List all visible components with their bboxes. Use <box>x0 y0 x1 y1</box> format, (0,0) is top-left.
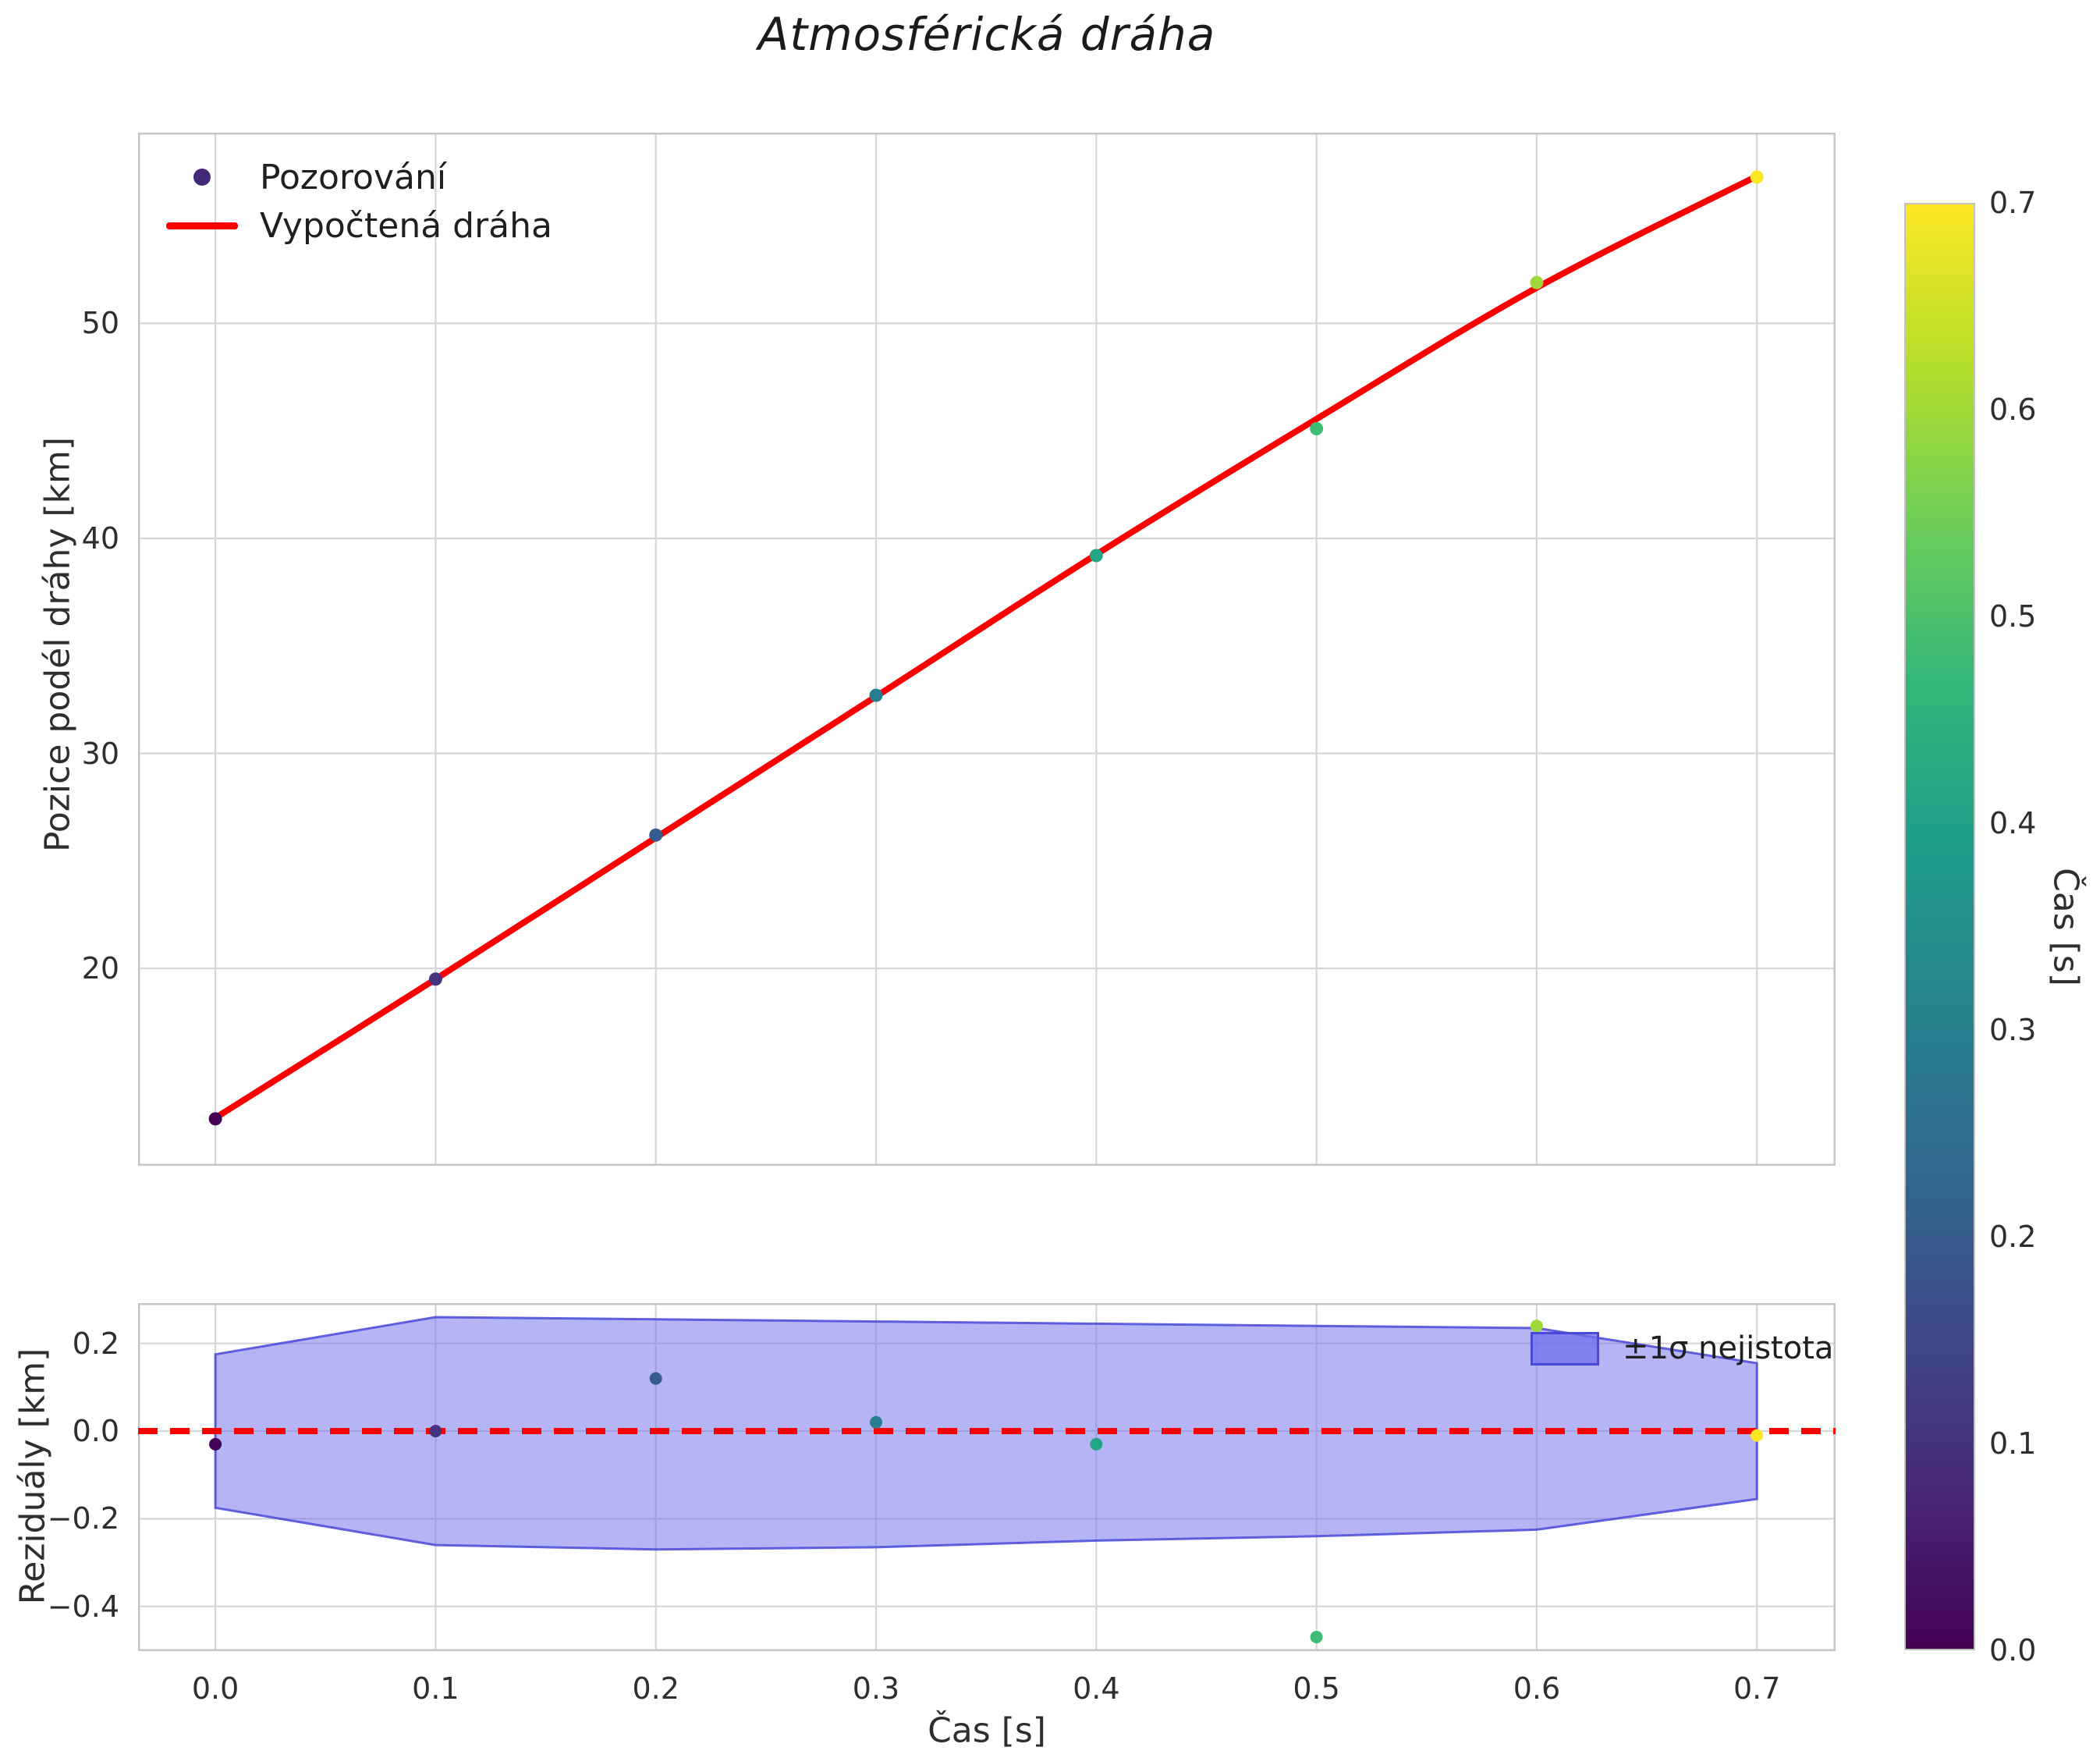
main-plot-svg <box>138 133 1836 1166</box>
main-y-tick-label: 50 <box>81 306 119 341</box>
legend-label-observations: Pozorování <box>260 157 447 197</box>
scatter-marker-icon <box>193 169 211 186</box>
colorbar <box>1904 203 1975 1650</box>
residual-point <box>429 1425 442 1437</box>
main-y-tick-label: 20 <box>81 951 119 986</box>
gridlines <box>138 133 1836 1166</box>
residual-point <box>1751 1429 1764 1442</box>
observation-point <box>1089 549 1103 563</box>
observation-points <box>208 170 1764 1126</box>
observation-point <box>869 688 883 702</box>
x-tick-label: 0.6 <box>1513 1671 1561 1706</box>
colorbar-tick-label: 0.0 <box>1989 1633 2037 1667</box>
legend-marker-cell <box>166 169 238 186</box>
x-tick-label: 0.1 <box>412 1671 459 1706</box>
residual-axes <box>138 1303 1836 1651</box>
colorbar-tick-label: 0.4 <box>1989 806 2037 840</box>
residual-point <box>870 1415 882 1429</box>
residual-point <box>1090 1437 1103 1451</box>
colorbar-label: Čas [s] <box>2045 868 2086 986</box>
main-legend: Pozorování Vypočtená dráha <box>166 153 552 250</box>
residual-point <box>1530 1319 1543 1333</box>
residual-y-tick-label: −0.2 <box>47 1501 119 1536</box>
chart-title: Atmosférická dráha <box>757 8 1216 61</box>
x-tick-label: 0.2 <box>632 1671 679 1706</box>
line-marker-icon <box>166 222 238 229</box>
x-tick-label: 0.3 <box>852 1671 900 1706</box>
legend-marker-cell <box>166 222 238 229</box>
legend-row-fit: Vypočtená dráha <box>166 201 552 250</box>
x-tick-label: 0.0 <box>191 1671 239 1706</box>
observation-point <box>1750 170 1764 184</box>
residual-plot-svg <box>138 1303 1836 1651</box>
x-axis-label: Čas [s] <box>928 1710 1046 1751</box>
legend-row-observations: Pozorování <box>166 153 552 201</box>
colorbar-tick-label: 0.6 <box>1989 392 2037 427</box>
observation-point <box>649 828 663 842</box>
fit-line <box>212 172 1761 1121</box>
residual-y-tick-label: −0.4 <box>47 1589 119 1624</box>
residual-legend: ±1σ nejistota <box>1531 1330 1833 1366</box>
residual-y-tick-label: 0.2 <box>72 1326 119 1361</box>
uncertainty-band-icon <box>1531 1331 1599 1366</box>
residual-point <box>649 1372 662 1385</box>
observation-point <box>428 972 442 986</box>
legend-label-uncertainty: ±1σ nejistota <box>1623 1330 1834 1366</box>
observation-point <box>1530 275 1544 289</box>
observation-point <box>1310 421 1324 435</box>
axes-frame <box>138 1303 1836 1651</box>
main-y-tick-label: 40 <box>81 520 119 556</box>
axes-frame <box>138 133 1836 1166</box>
legend-label-fit: Vypočtená dráha <box>260 205 552 246</box>
x-tick-label: 0.7 <box>1733 1671 1781 1706</box>
colorbar-tick-label: 0.3 <box>1989 1013 2037 1047</box>
residual-y-axis-label: Reziduály [km] <box>12 1348 53 1605</box>
residual-points <box>209 1319 1764 1643</box>
main-y-tick-label: 30 <box>81 736 119 771</box>
residual-y-tick-label: 0.0 <box>72 1414 119 1449</box>
x-tick-label: 0.5 <box>1293 1671 1340 1706</box>
main-axes <box>138 133 1836 1166</box>
residual-point <box>1310 1631 1323 1643</box>
colorbar-tick-label: 0.5 <box>1989 599 2037 634</box>
residual-point <box>209 1437 222 1451</box>
colorbar-tick-label: 0.7 <box>1989 186 2037 220</box>
observation-point <box>208 1112 222 1126</box>
colorbar-tick-label: 0.1 <box>1989 1426 2037 1461</box>
x-tick-label: 0.4 <box>1073 1671 1120 1706</box>
colorbar-tick-label: 0.2 <box>1989 1220 2037 1254</box>
main-y-axis-label: Pozice podél dráhy [km] <box>37 436 78 853</box>
